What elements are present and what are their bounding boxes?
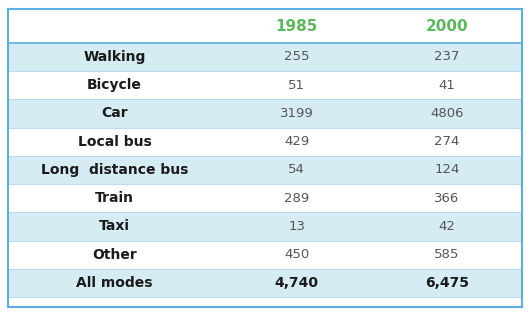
Text: Car: Car — [101, 106, 128, 120]
Text: 4806: 4806 — [430, 107, 464, 120]
Text: 54: 54 — [288, 163, 305, 176]
Bar — [8, 71, 522, 99]
Text: 51: 51 — [288, 79, 305, 92]
Text: 4,740: 4,740 — [275, 276, 319, 290]
Text: 1985: 1985 — [276, 19, 318, 33]
Text: 585: 585 — [434, 248, 460, 261]
Bar — [8, 127, 522, 156]
Text: Bicycle: Bicycle — [87, 78, 142, 92]
Text: 274: 274 — [434, 135, 460, 148]
Text: 124: 124 — [434, 163, 460, 176]
Text: Taxi: Taxi — [99, 220, 130, 234]
Text: 13: 13 — [288, 220, 305, 233]
Text: 237: 237 — [434, 50, 460, 63]
Text: 41: 41 — [438, 79, 455, 92]
Text: 255: 255 — [284, 50, 310, 63]
Bar — [8, 212, 522, 241]
Text: 3199: 3199 — [280, 107, 313, 120]
Text: 366: 366 — [435, 192, 460, 205]
Text: 429: 429 — [284, 135, 309, 148]
Text: Walking: Walking — [83, 50, 146, 64]
Text: 2000: 2000 — [426, 19, 469, 33]
Text: All modes: All modes — [76, 276, 153, 290]
Text: Long  distance bus: Long distance bus — [41, 163, 188, 177]
Text: 450: 450 — [284, 248, 309, 261]
Text: 42: 42 — [438, 220, 455, 233]
Bar — [8, 43, 522, 71]
Text: Train: Train — [95, 191, 134, 205]
Bar — [8, 269, 522, 297]
Text: 6,475: 6,475 — [425, 276, 469, 290]
Bar — [8, 156, 522, 184]
Text: Other: Other — [92, 248, 137, 262]
Bar — [8, 99, 522, 128]
Bar — [8, 184, 522, 212]
Text: 289: 289 — [284, 192, 309, 205]
Bar — [8, 9, 522, 43]
Text: Local bus: Local bus — [78, 135, 152, 149]
Bar — [8, 241, 522, 269]
